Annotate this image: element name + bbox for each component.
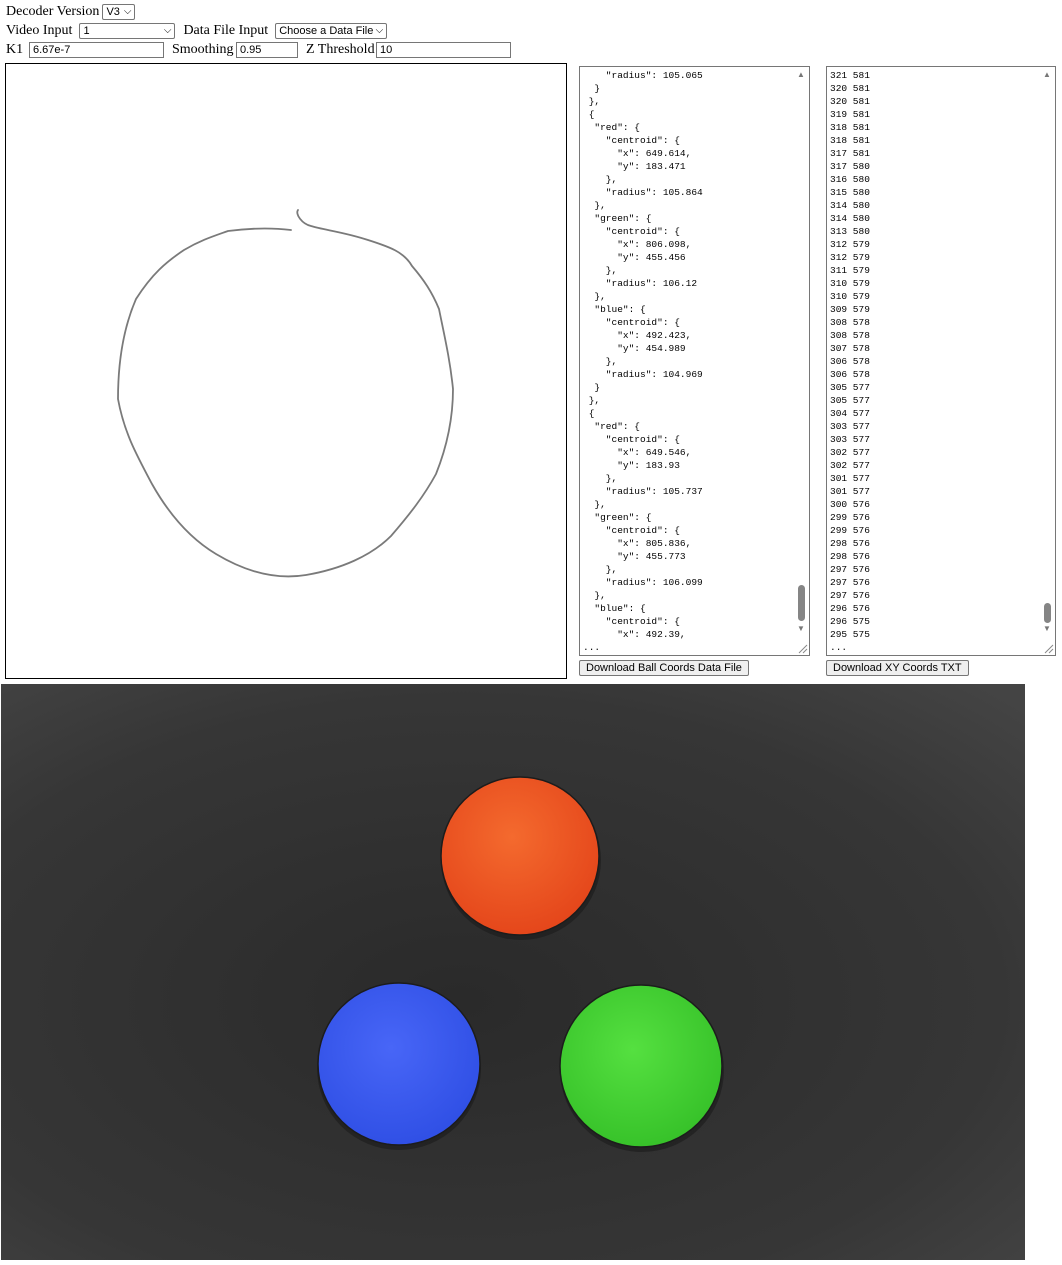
download-xy-coords-button[interactable]: Download XY Coords TXT (826, 660, 969, 676)
xy-coords-textarea[interactable]: 321 581 320 581 320 581 319 581 318 581 … (826, 66, 1056, 656)
chevron-down-icon: ⌵ (375, 25, 384, 36)
video-input-label: Video Input (6, 23, 73, 38)
scroll-up-arrow-icon[interactable]: ▲ (1043, 70, 1051, 79)
ball-coords-scrollbar[interactable]: ▲ ▼ (794, 67, 809, 655)
video-frame-svg (1, 684, 1025, 1260)
scroll-up-arrow-icon[interactable]: ▲ (797, 70, 805, 79)
ball-coords-scroll-thumb[interactable] (798, 585, 805, 621)
data-file-input-label: Data File Input (183, 23, 269, 38)
trajectory-path (117, 209, 454, 578)
data-file-select[interactable]: Choose a Data File ⌵ (275, 23, 388, 39)
video-input-select[interactable]: 1 ⌵ (79, 23, 176, 39)
blue-ball (317, 982, 481, 1150)
data-file-value: Choose a Data File (279, 25, 374, 37)
trajectory-path-svg (117, 209, 454, 578)
ball-coords-text: "radius": 105.065 } }, { "red": { "centr… (583, 70, 703, 653)
smoothing-input[interactable]: 0.95 (236, 42, 298, 58)
chevron-down-icon: ⌵ (123, 6, 132, 17)
red-ball (440, 776, 601, 940)
green-ball (559, 984, 724, 1152)
chevron-down-icon: ⌵ (163, 25, 172, 36)
decoder-version-row: Decoder Version V3 ⌵ (6, 3, 136, 21)
smoothing-label: Smoothing (172, 41, 234, 57)
params-row: K1 Smoothing Z Threshold (6, 40, 526, 59)
resize-grip-icon[interactable] (1043, 643, 1054, 654)
k1-input[interactable]: 6.67e-7 (29, 42, 164, 58)
z-threshold-label: Z Threshold (306, 41, 375, 57)
input-row: Video Input 1 ⌵ Data File Input Choose a… (6, 22, 388, 40)
download-ball-coords-button[interactable]: Download Ball Coords Data File (579, 660, 749, 676)
z-threshold-input[interactable]: 10 (376, 42, 511, 58)
resize-grip-icon[interactable] (797, 643, 808, 654)
trajectory-canvas[interactable] (5, 63, 567, 679)
decoder-version-select[interactable]: V3 ⌵ (102, 4, 136, 20)
table-surface (1, 684, 1025, 1260)
xy-coords-text: 321 581 320 581 320 581 319 581 318 581 … (830, 70, 870, 653)
ball-coords-textarea[interactable]: "radius": 105.065 } }, { "red": { "centr… (579, 66, 810, 656)
decoder-version-label: Decoder Version (6, 4, 100, 19)
video-input-value: 1 (83, 25, 90, 37)
xy-coords-scrollbar[interactable]: ▲ ▼ (1040, 67, 1055, 655)
video-frame (1, 684, 1025, 1260)
k1-label: K1 (6, 41, 24, 57)
scroll-down-arrow-icon[interactable]: ▼ (797, 624, 805, 633)
scroll-down-arrow-icon[interactable]: ▼ (1043, 624, 1051, 633)
decoder-version-value: V3 (106, 6, 120, 18)
xy-coords-scroll-thumb[interactable] (1044, 603, 1051, 623)
